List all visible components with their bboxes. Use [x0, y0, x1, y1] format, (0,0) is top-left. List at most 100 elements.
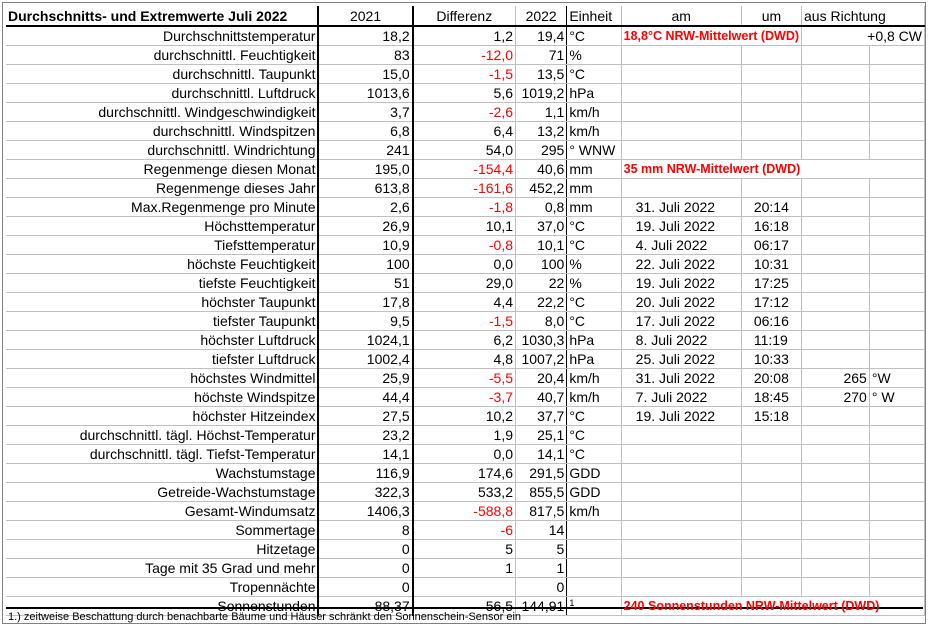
time-um: 11:19 — [741, 330, 803, 350]
unit: GDD — [566, 463, 622, 483]
table-row: Tiefsttemperatur 10,9 -0,8 10,1 °C 4. Juli 20… — [6, 235, 926, 255]
unit: % — [566, 273, 622, 293]
time-um — [741, 83, 803, 103]
date-am — [621, 178, 742, 198]
table-row: Regenmenge dieses Jahr 613,8 -161,6 452,2 mm — [6, 178, 926, 198]
time-um — [741, 539, 803, 559]
wind-direction-unit — [869, 235, 926, 255]
date-am: 8. Juli 2022 — [621, 330, 742, 350]
time-um — [741, 482, 803, 502]
value-diff: 1,2 — [412, 26, 516, 46]
table-row: Wachstumstage 116,9 174,6 291,5 GDD — [6, 463, 926, 483]
time-um: 10:33 — [741, 349, 803, 369]
table-row: Max.Regenmenge pro Minute 2,6 -1,8 0,8 mm 31.… — [6, 197, 926, 217]
col-header-um: um — [741, 6, 803, 27]
value-2022: 37,0 — [514, 216, 568, 236]
table-row: tiefste Feuchtigkeit 51 29,0 22% 19. Juli 20… — [6, 273, 926, 293]
unit: °C — [566, 64, 622, 84]
wind-direction-unit — [869, 254, 926, 274]
wind-direction — [801, 235, 870, 255]
date-am — [621, 140, 742, 160]
unit: 1 — [566, 596, 622, 616]
table-row: durchschnittl. Windgeschwindigkeit 3,7 -2,… — [6, 102, 926, 122]
col-header-richtung: aus Richtung — [801, 6, 925, 27]
value-2021: 10,9 — [318, 235, 414, 255]
wind-direction-unit — [869, 64, 926, 84]
date-am — [621, 444, 742, 464]
date-am — [621, 482, 742, 502]
row-label: Höchsttemperatur — [6, 216, 320, 236]
time-um — [741, 501, 803, 521]
unit: ° WNW — [566, 140, 622, 160]
wind-direction-unit — [869, 482, 926, 502]
wind-direction — [801, 83, 870, 103]
value-2021: 14,1 — [318, 444, 414, 464]
table-row: durchschnittl. Windspitzen 6,8 6,4 13,2 km/h — [6, 121, 926, 141]
row-label: höchste Feuchtigkeit — [6, 254, 320, 274]
dwd-reference-note: 35 mm NRW-Mittelwert (DWD) — [621, 159, 926, 179]
value-2021: 18,2 — [318, 26, 414, 46]
dwd-reference-note: 18,8°C NRW-Mittelwert (DWD) — [621, 26, 803, 46]
table-row: durchschnittl. tägl. Höchst-Temperatur 23… — [6, 425, 926, 445]
wind-direction — [801, 254, 870, 274]
row-label: durchschnittl. Taupunkt — [6, 64, 320, 84]
wind-direction — [801, 64, 870, 84]
wind-direction — [801, 273, 870, 293]
wind-direction: 270 — [801, 387, 870, 407]
value-2021: 100 — [318, 254, 414, 274]
wind-direction-unit — [869, 83, 926, 103]
header-row: Durchschnitts- und Extremwerte Juli 2022… — [6, 6, 925, 27]
value-2021: 1406,3 — [318, 501, 414, 521]
table-row: Hitzetage 0 5 5 — [6, 539, 926, 559]
value-2022: 40,6 — [514, 159, 568, 179]
value-diff: 1,9 — [412, 425, 516, 445]
wind-direction-unit — [869, 501, 926, 521]
value-2022: 40,7 — [514, 387, 568, 407]
row-label: Wachstumstage — [6, 463, 320, 483]
value-diff — [412, 577, 516, 597]
time-um: 17:25 — [741, 273, 803, 293]
time-um: 16:18 — [741, 216, 803, 236]
value-2022: 144,91 — [514, 596, 568, 616]
row-label: Max.Regenmenge pro Minute — [6, 197, 320, 217]
value-diff: 4,8 — [412, 349, 516, 369]
table-row: tiefster Taupunkt 9,5 -1,5 8,0 °C 17. Juli 20… — [6, 311, 926, 331]
col-header-2022: 2022 — [514, 6, 568, 27]
value-diff: 10,1 — [412, 216, 516, 236]
value-2021: 44,4 — [318, 387, 414, 407]
table-row: Höchsttemperatur 26,9 10,1 37,0 °C 19. Juli 2… — [6, 216, 926, 236]
date-am: 22. Juli 2022 — [621, 254, 742, 274]
time-um — [741, 64, 803, 84]
wind-direction — [801, 45, 870, 65]
value-2021: 0 — [318, 577, 414, 597]
row-label: Tropennächte — [6, 577, 320, 597]
unit — [566, 520, 622, 540]
date-am — [621, 501, 742, 521]
value-diff: 0,0 — [412, 254, 516, 274]
value-2022: 14 — [514, 520, 568, 540]
value-2022: 13,2 — [514, 121, 568, 141]
time-um: 06:17 — [741, 235, 803, 255]
date-am: 19. Juli 2022 — [621, 406, 742, 426]
value-diff: -588,8 — [412, 501, 516, 521]
unit: km/h — [566, 387, 622, 407]
date-am: 25. Juli 2022 — [621, 349, 742, 369]
time-um — [741, 520, 803, 540]
row-label: höchster Luftdruck — [6, 330, 320, 350]
value-2022: 5 — [514, 539, 568, 559]
date-am — [621, 577, 742, 597]
date-am: 19. Juli 2022 — [621, 273, 742, 293]
row-label: durchschnittl. Feuchtigkeit — [6, 45, 320, 65]
value-2021: 8 — [318, 520, 414, 540]
wind-direction-unit — [869, 463, 926, 483]
time-um — [741, 444, 803, 464]
unit: °C — [566, 311, 622, 331]
value-diff: -1,5 — [412, 311, 516, 331]
value-2022: 25,1 — [514, 425, 568, 445]
date-am: 19. Juli 2022 — [621, 216, 742, 236]
value-2022: 8,0 — [514, 311, 568, 331]
value-2021: 3,7 — [318, 102, 414, 122]
time-um: 20:08 — [741, 368, 803, 388]
value-2021: 116,9 — [318, 463, 414, 483]
row-label: höchster Hitzeindex — [6, 406, 320, 426]
